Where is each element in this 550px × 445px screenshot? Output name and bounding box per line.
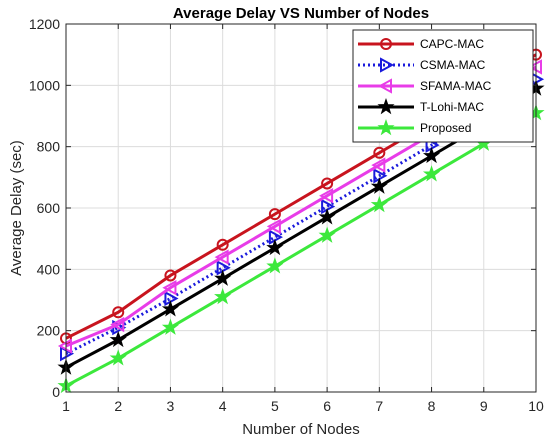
x-tick-label: 6 <box>323 398 331 414</box>
data-point-circle <box>373 146 386 159</box>
legend-entry: SFAMA-MAC <box>358 78 492 94</box>
y-axis-label: Average Delay (sec) <box>8 140 25 276</box>
data-point-star <box>161 318 180 335</box>
legend: CAPC-MAC CSMA-MAC SFAMA-MAC T-Lohi-MAC Propo… <box>352 29 534 143</box>
data-point-triangle <box>377 78 392 94</box>
data-point-star <box>377 97 395 115</box>
x-tick-label: 9 <box>480 398 488 414</box>
data-point-triangle <box>321 198 336 215</box>
y-tick-label: 1000 <box>29 77 60 93</box>
x-tick-label: 10 <box>528 398 544 414</box>
legend-entry: CAPC-MAC <box>358 37 484 51</box>
x-tick-label: 5 <box>271 398 279 414</box>
legend-entry: T-Lohi-MAC <box>358 97 484 115</box>
y-tick-label: 1200 <box>29 16 60 32</box>
data-point-triangle <box>216 260 231 276</box>
data-point-triangle <box>162 280 177 296</box>
data-point-triangle <box>266 218 281 235</box>
x-tick-label: 7 <box>375 398 383 414</box>
data-point-star <box>422 165 441 182</box>
data-point-triangle <box>373 168 388 184</box>
data-point-circle <box>112 306 125 319</box>
legend-label: CAPC-MAC <box>420 37 484 51</box>
series-line <box>65 111 537 388</box>
legend-entry: Proposed <box>358 118 471 136</box>
y-tick-label: 400 <box>37 261 61 277</box>
data-point-star <box>377 118 395 136</box>
x-tick-label: 2 <box>114 398 122 414</box>
data-point-triangle <box>319 188 334 204</box>
data-point-triangle <box>110 316 125 333</box>
data-point-circle <box>380 38 392 50</box>
data-point-triangle <box>380 57 395 73</box>
data-point-triangle <box>371 157 386 173</box>
y-tick-label: 0 <box>52 384 60 400</box>
x-axis-label: Number of Nodes <box>242 421 360 438</box>
legend-label: Proposed <box>420 121 471 135</box>
chart-title: Average Delay VS Number of Nodes <box>173 5 429 22</box>
ticks: 0 200 400 600 800 1000 1200 1 2 3 4 5 6 7 8 9 10 <box>29 16 544 414</box>
y-tick-label: 200 <box>37 323 61 339</box>
legend-label: SFAMA-MAC <box>420 79 492 93</box>
data-point-circle <box>164 269 177 282</box>
data-point-star <box>370 195 388 213</box>
data-point-triangle <box>268 229 283 245</box>
data-point-circle <box>216 238 229 251</box>
legend-label: CSMA-MAC <box>420 58 486 72</box>
data-point-star <box>214 269 232 286</box>
y-tick-label: 800 <box>37 139 61 155</box>
x-tick-label: 8 <box>428 398 436 414</box>
data-point-triangle <box>164 290 179 307</box>
x-tick-label: 3 <box>167 398 175 414</box>
data-point-star <box>318 208 336 225</box>
data-point-star <box>161 300 180 317</box>
data-point-circle <box>321 177 334 190</box>
legend-entry: CSMA-MAC <box>358 57 486 73</box>
data-point-star <box>214 287 232 305</box>
data-point-star <box>266 238 284 256</box>
x-tick-label: 1 <box>62 398 70 414</box>
data-point-star <box>318 226 336 243</box>
y-tick-label: 600 <box>37 200 61 216</box>
data-point-circle <box>268 208 281 221</box>
legend-label: T-Lohi-MAC <box>420 100 484 114</box>
data-point-star <box>266 257 284 274</box>
data-point-star <box>109 330 127 348</box>
data-point-triangle <box>214 249 229 265</box>
data-point-star <box>109 349 127 366</box>
data-point-star <box>370 177 388 194</box>
data-point-star <box>422 146 441 164</box>
x-tick-label: 4 <box>219 398 227 414</box>
